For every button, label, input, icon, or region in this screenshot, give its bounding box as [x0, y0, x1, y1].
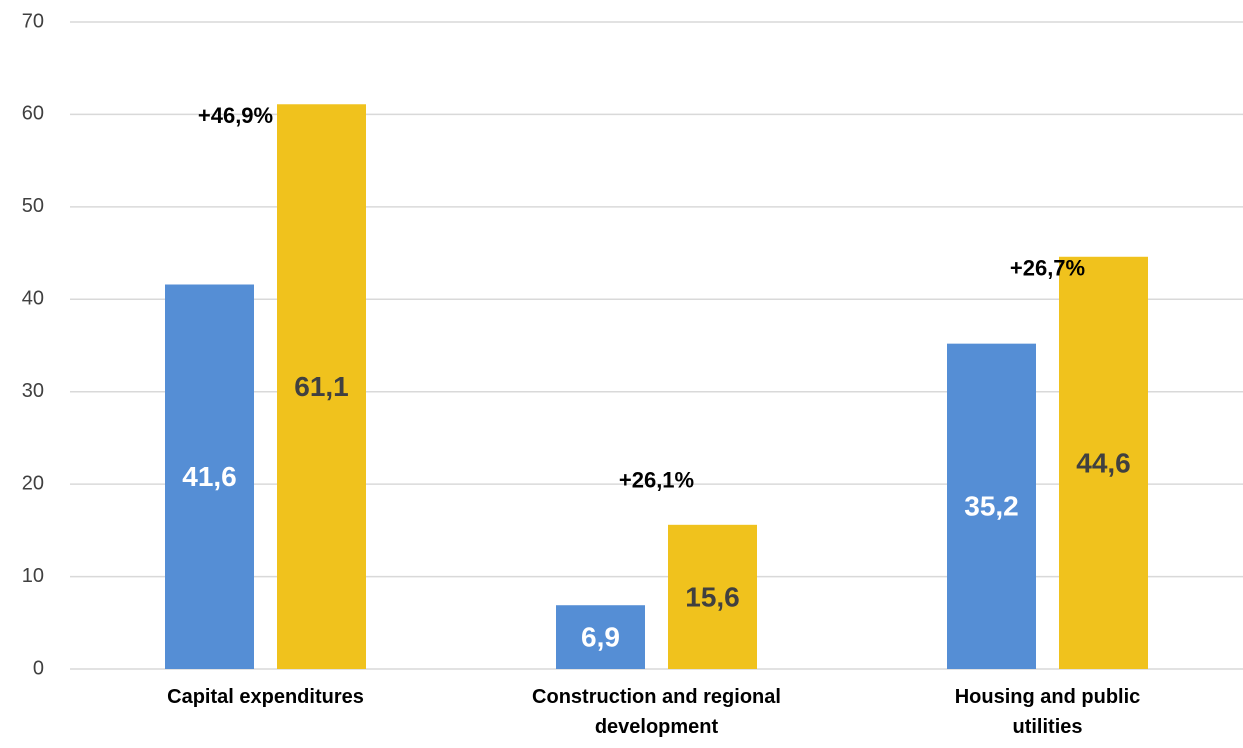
y-tick-label: 20 [22, 472, 44, 494]
y-tick-label: 50 [22, 195, 44, 217]
y-tick-label: 30 [22, 380, 44, 402]
bar [165, 284, 254, 669]
bar [556, 605, 645, 669]
bar [277, 104, 366, 670]
value-label: 41,6 [182, 461, 237, 492]
value-label: 44,6 [1076, 447, 1131, 478]
bar [1059, 256, 1148, 669]
x-tick-label: Construction and regional development [532, 686, 781, 738]
y-tick-label: 40 [22, 288, 44, 310]
annotation: +26,1% [619, 468, 694, 493]
annotation: +26,7% [1010, 256, 1085, 281]
y-tick-label: 0 [33, 657, 44, 679]
x-tick-label: Capital expenditures [167, 686, 364, 708]
x-tick-label: Housing and public utilities [954, 686, 1141, 738]
value-label: 15,6 [685, 581, 740, 612]
y-tick-label: 10 [22, 565, 44, 587]
value-label: 35,2 [964, 491, 1019, 522]
annotation: +46,9% [198, 103, 273, 128]
bar [668, 524, 757, 669]
y-tick-label: 70 [22, 10, 44, 32]
y-tick-label: 60 [22, 103, 44, 125]
value-label: 6,9 [581, 622, 620, 653]
value-label: 61,1 [294, 371, 349, 402]
bar [947, 343, 1036, 669]
